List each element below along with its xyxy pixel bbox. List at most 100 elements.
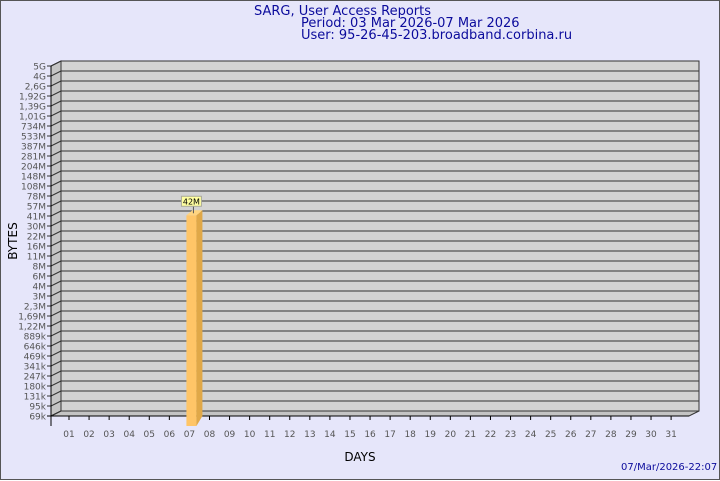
gridline-slant bbox=[50, 320, 62, 327]
gridline-slant bbox=[50, 270, 62, 277]
x-tick-label: 19 bbox=[425, 430, 437, 440]
x-tick-label: 25 bbox=[545, 430, 556, 440]
y-tick-label: 8M bbox=[33, 263, 47, 273]
y-tick-label: 1,22M bbox=[18, 323, 46, 333]
x-tick-label: 31 bbox=[665, 430, 676, 440]
period-label: Period: 03 Mar 2026-07 Mar 2026 bbox=[301, 16, 520, 31]
x-tick-label: 23 bbox=[505, 430, 516, 440]
x-tick-label: 18 bbox=[404, 430, 416, 440]
y-tick-label: 533M bbox=[21, 133, 46, 143]
gridline-slant bbox=[50, 290, 62, 297]
y-tick-label: 387M bbox=[21, 143, 46, 153]
y-tick-label: 1,01G bbox=[19, 113, 46, 123]
gridline-slant bbox=[50, 400, 62, 407]
y-tick-label: 204M bbox=[21, 163, 46, 173]
gridline-slant bbox=[50, 60, 62, 67]
x-tick-label: 04 bbox=[123, 430, 135, 440]
y-tick-label: 247k bbox=[24, 373, 47, 383]
x-tick-label: 21 bbox=[465, 430, 476, 440]
gridline-slant bbox=[50, 180, 62, 187]
y-tick-label: 30M bbox=[27, 223, 46, 233]
data-label-box bbox=[180, 195, 202, 207]
bar-side-07 bbox=[196, 210, 203, 426]
y-tick-label: 734M bbox=[21, 123, 46, 133]
gridline-slant bbox=[50, 130, 62, 137]
gridline-slant bbox=[50, 150, 62, 157]
x-tick-label: 02 bbox=[83, 430, 94, 440]
x-tick-label: 29 bbox=[625, 430, 637, 440]
y-tick-label: 22M bbox=[27, 233, 46, 243]
gridline-slant bbox=[50, 220, 62, 227]
gridline-slant bbox=[50, 190, 62, 197]
gridline-slant bbox=[50, 330, 62, 337]
gridline-slant bbox=[50, 80, 62, 87]
plot-back-wall bbox=[60, 60, 700, 412]
gridline-slant bbox=[50, 300, 62, 307]
y-tick-label: 4M bbox=[33, 283, 47, 293]
x-tick-label: 20 bbox=[445, 430, 457, 440]
x-tick-label: 13 bbox=[304, 430, 315, 440]
x-tick-label: 15 bbox=[344, 430, 355, 440]
x-axis-title: DAYS bbox=[344, 450, 375, 464]
x-tick-label: 03 bbox=[103, 430, 114, 440]
y-tick-label: 2,3M bbox=[24, 303, 46, 313]
gridline-slant bbox=[50, 90, 62, 97]
y-tick-label: 646k bbox=[24, 343, 47, 353]
x-tick-label: 08 bbox=[204, 430, 216, 440]
gridline-slant bbox=[50, 350, 62, 357]
gridline-slant bbox=[50, 210, 62, 217]
gridline-slant bbox=[50, 380, 62, 387]
bar-top-07 bbox=[186, 210, 203, 216]
user-label: User: 95-26-45-203.broadband.corbina.ru bbox=[301, 28, 573, 43]
y-tick-label: 78M bbox=[27, 193, 46, 203]
x-tick-label: 24 bbox=[525, 430, 537, 440]
y-tick-label: 281M bbox=[21, 153, 46, 163]
x-tick-label: 09 bbox=[224, 430, 236, 440]
gridline-slant bbox=[50, 310, 62, 317]
gridline-slant bbox=[50, 360, 62, 367]
x-tick-label: 14 bbox=[324, 430, 336, 440]
y-tick-label: 4G bbox=[33, 73, 46, 83]
gridline-slant bbox=[50, 340, 62, 347]
gridline-slant bbox=[50, 410, 62, 417]
gridline-slant bbox=[50, 370, 62, 377]
x-tick-label: 11 bbox=[264, 430, 275, 440]
gridline-slant bbox=[50, 120, 62, 127]
y-tick-label: 3M bbox=[33, 293, 47, 303]
y-tick-label: 11M bbox=[27, 253, 46, 263]
gridline-slant bbox=[50, 140, 62, 147]
y-tick-label: 889k bbox=[24, 333, 47, 343]
x-tick-label: 12 bbox=[284, 430, 295, 440]
y-tick-label: 41M bbox=[27, 213, 46, 223]
gridline-slant bbox=[50, 260, 62, 267]
y-tick-label: 2,6G bbox=[25, 83, 46, 93]
gridline-slant bbox=[50, 390, 62, 397]
x-tick-label: 28 bbox=[605, 430, 617, 440]
y-tick-label: 57M bbox=[27, 203, 46, 213]
gridline-slant bbox=[50, 110, 62, 117]
x-tick-label: 05 bbox=[144, 430, 155, 440]
x-tick-label: 26 bbox=[565, 430, 577, 440]
gridline-slant bbox=[50, 200, 62, 207]
x-tick-label: 10 bbox=[244, 430, 256, 440]
y-tick-label: 1,39G bbox=[19, 103, 46, 113]
y-tick-label: 108M bbox=[21, 183, 46, 193]
data-label: 42M bbox=[183, 197, 200, 206]
gridline-slant bbox=[50, 170, 62, 177]
gridline-slant bbox=[50, 160, 62, 167]
x-tick-label: 30 bbox=[645, 430, 657, 440]
y-tick-label: 95k bbox=[29, 403, 46, 413]
y-tick-label: 5G bbox=[33, 63, 46, 73]
y-tick-label: 1,69M bbox=[18, 313, 46, 323]
y-tick-label: 6M bbox=[33, 273, 47, 283]
x-tick-label: 01 bbox=[63, 430, 74, 440]
gridline-slant bbox=[50, 230, 62, 237]
x-tick-label: 17 bbox=[384, 430, 395, 440]
gridline-slant bbox=[50, 280, 62, 287]
y-tick-label: 148M bbox=[21, 173, 46, 183]
x-tick-label: 27 bbox=[585, 430, 596, 440]
y-tick-label: 1,92G bbox=[19, 93, 46, 103]
plot-floor bbox=[50, 410, 700, 417]
gridline-slant bbox=[50, 70, 62, 77]
